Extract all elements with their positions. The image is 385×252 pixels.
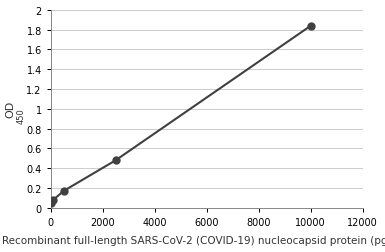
Text: 450: 450	[17, 107, 25, 123]
X-axis label: Recombinant full-length SARS-CoV-2 (COVID-19) nucleocapsid protein (pg/mL): Recombinant full-length SARS-CoV-2 (COVI…	[2, 235, 385, 245]
Text: OD: OD	[5, 101, 15, 118]
